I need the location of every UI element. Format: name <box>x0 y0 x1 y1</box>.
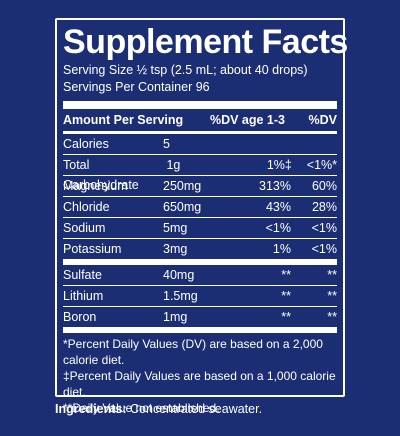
nutrient-rows: Calories 5 Total Carbohydrate 1g 1%‡ <1%* Magn… <box>63 134 337 259</box>
ingredients-label: Ingredients: <box>55 402 127 416</box>
nutrient-amount: 5mg <box>163 221 188 235</box>
nutrient-amount: 250mg <box>163 179 202 193</box>
nutrient-dv-child: 1% <box>272 242 291 256</box>
nutrient-name: Magnesium <box>63 179 128 193</box>
servings-per-container: Servings Per Container 96 <box>63 80 210 94</box>
nutrient-dv: <1% <box>311 221 337 235</box>
table-row: Total Carbohydrate 1g 1%‡ <1%* <box>63 155 337 192</box>
table-row: Magnesium 250mg 313% 60% <box>63 176 337 197</box>
nutrient-dv: ** <box>327 268 337 282</box>
nutrient-dv: <1% <box>311 242 337 256</box>
nutrient-dv-child: ** <box>281 289 291 303</box>
nutrient-dv: ** <box>327 310 337 324</box>
nutrient-dv-child <box>233 134 295 154</box>
nutrient-dv-child: 43% <box>265 200 291 214</box>
panel-title: Supplement Facts <box>63 23 348 61</box>
header-dv-child: %DV age 1-3 <box>209 113 285 127</box>
table-header: Amount Per Serving %DV age 1-3 %DV <box>63 109 337 134</box>
nutrient-dv: <1%* <box>306 158 337 172</box>
nutrient-dv <box>295 134 337 154</box>
nutrient-dv: ** <box>327 289 337 303</box>
nutrient-dv: 60% <box>311 179 337 193</box>
nutrient-amount: 1.5mg <box>163 289 198 303</box>
nutrient-name: Potassium <box>63 242 122 256</box>
table-row: Sulfate 40mg ** ** <box>63 265 337 286</box>
serving-size: Serving Size ½ tsp (2.5 mL; about 40 dro… <box>63 63 308 77</box>
nutrient-name: Calories <box>63 137 109 151</box>
table-row: Sodium 5mg <1% <1% <box>63 218 337 239</box>
nutrient-amount: 5 <box>163 137 170 151</box>
supplement-facts-panel: Supplement Facts Serving Size ½ tsp (2.5… <box>55 18 348 415</box>
nutrient-name: Sodium <box>63 221 106 235</box>
table-row: Calories 5 <box>63 134 337 155</box>
nutrient-name: Total Carbohydrate <box>63 158 139 192</box>
footnote: ‡Percent Daily Values are based on a 1,0… <box>63 369 336 399</box>
nutrient-dv-child: ** <box>281 310 291 324</box>
other-ingredient-rows: Sulfate 40mg ** ** Lithium 1.5mg ** ** Boron 1mg *… <box>63 265 337 327</box>
nutrient-dv-child: 313% <box>259 179 291 193</box>
nutrient-name: Lithium <box>63 289 104 303</box>
nutrient-name: Boron <box>63 310 97 324</box>
ingredients-text: Concentrated seawater. <box>126 402 263 416</box>
nutrient-dv-child: ** <box>281 268 291 282</box>
nutrient-name: Chloride <box>63 200 110 214</box>
mid-rule <box>63 259 337 265</box>
nutrient-amount: 650mg <box>163 200 202 214</box>
nutrient-dv: 28% <box>311 200 337 214</box>
footnote: **Daily Value not established. <box>63 401 220 415</box>
thick-rule <box>63 101 337 109</box>
header-dv: %DV <box>308 113 337 127</box>
ingredients-line: Ingredients: Concentrated seawater. <box>55 402 262 416</box>
nutrient-dv-child: <1% <box>265 221 291 235</box>
nutrient-amount: 3mg <box>163 242 188 256</box>
table-row: Lithium 1.5mg ** ** <box>63 286 337 307</box>
nutrient-dv-child: 1%‡ <box>266 158 292 172</box>
table-row: Chloride 650mg 43% 28% <box>63 197 337 218</box>
mid-rule-bottom <box>63 327 337 333</box>
footnote: *Percent Daily Values (DV) are based on … <box>63 337 323 367</box>
header-amount: Amount Per Serving <box>63 113 184 127</box>
nutrient-amount: 1g <box>166 158 181 172</box>
nutrient-amount: 40mg <box>163 268 195 282</box>
table-row: Boron 1mg ** ** <box>63 307 337 327</box>
nutrient-amount: 1mg <box>163 310 188 324</box>
table-row: Potassium 3mg 1% <1% <box>63 239 337 259</box>
footnotes: *Percent Daily Values (DV) are based on … <box>63 333 337 416</box>
nutrient-name: Sulfate <box>63 268 102 282</box>
